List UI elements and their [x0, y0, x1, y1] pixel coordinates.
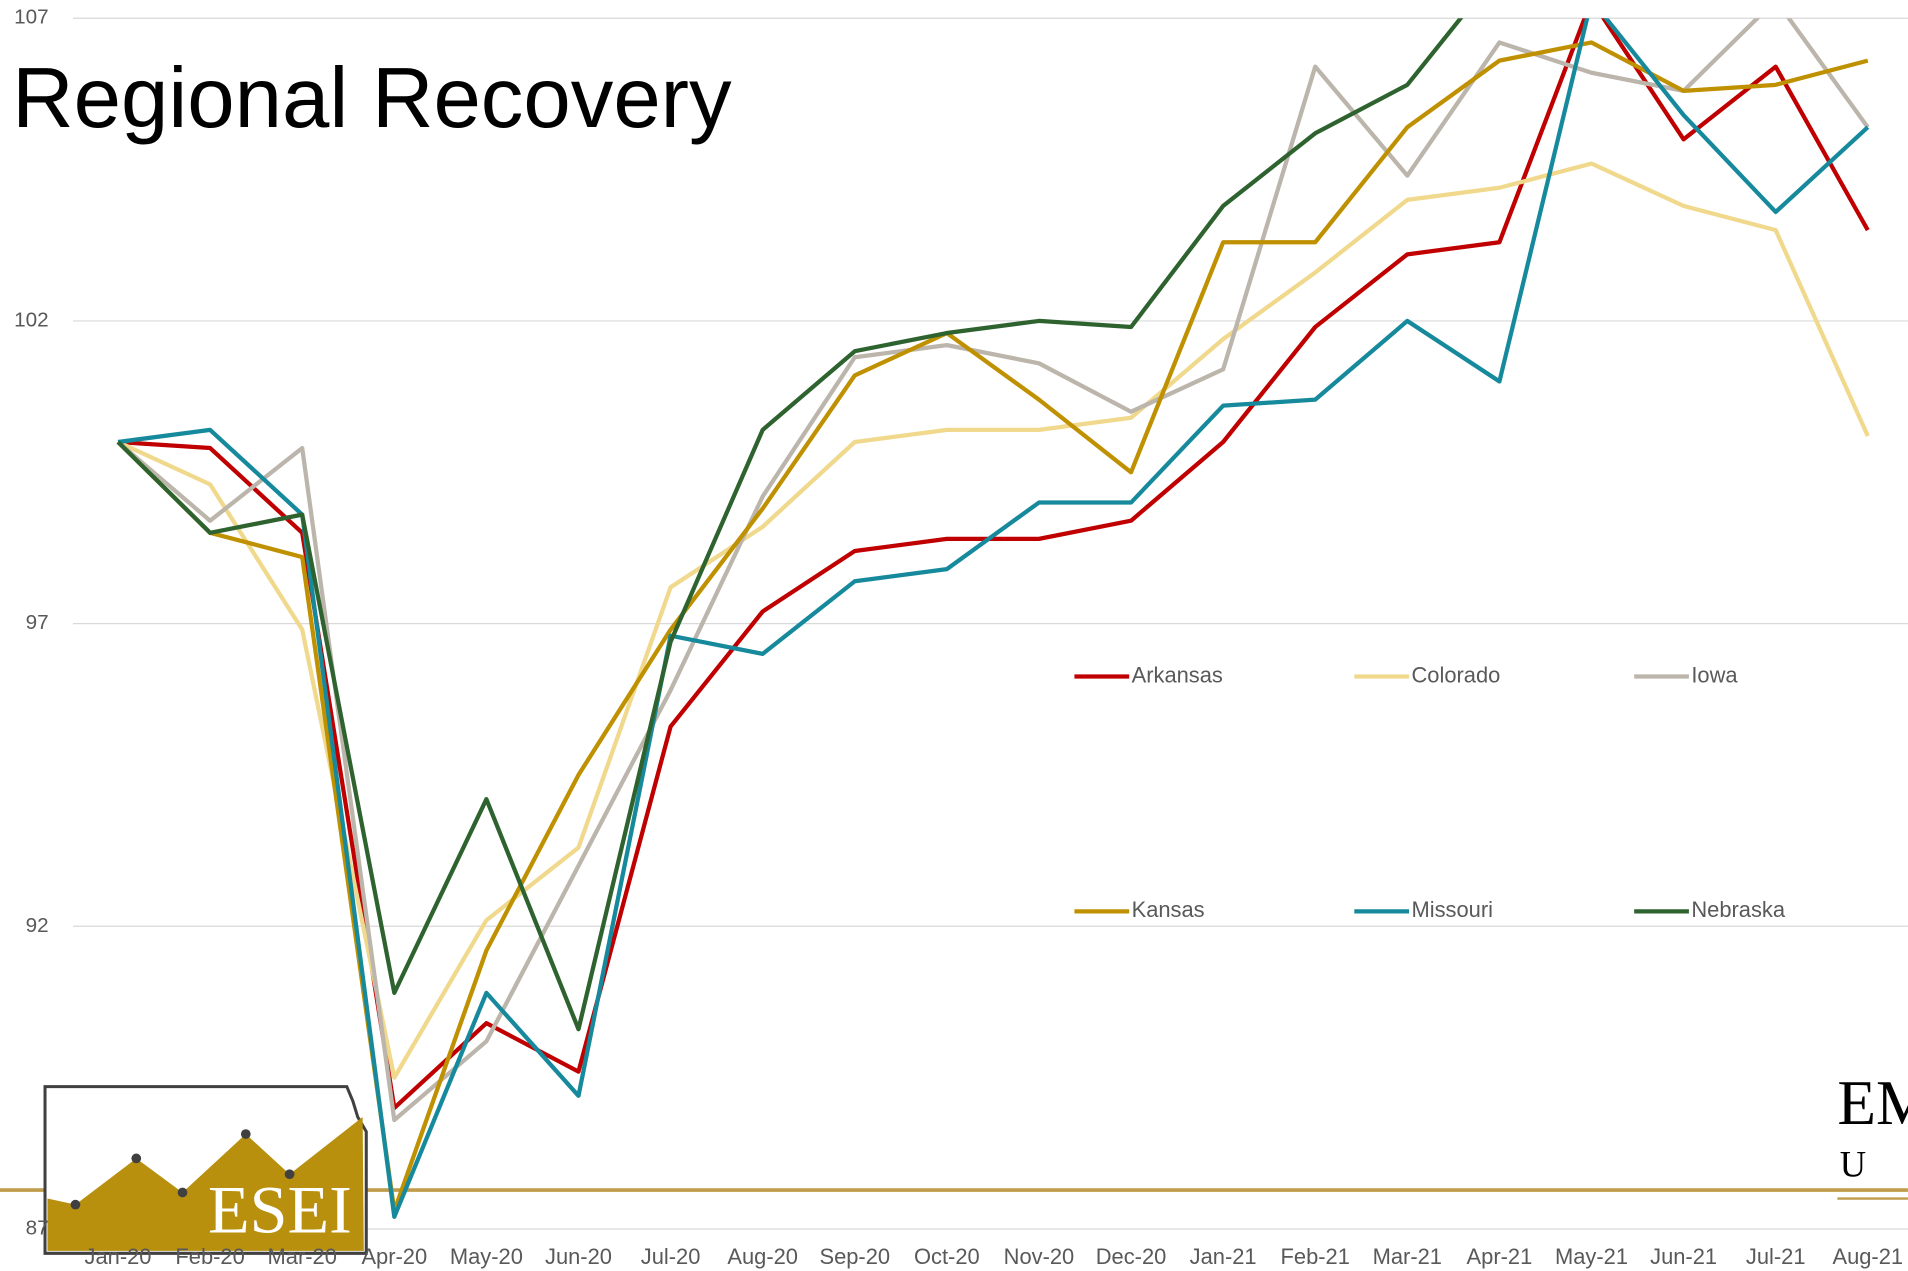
x-tick-label: Mar-20	[268, 1244, 337, 1269]
legend-label: Kansas	[1132, 897, 1205, 922]
x-tick-label: Feb-21	[1281, 1244, 1350, 1269]
y-tick-label: 97	[26, 611, 49, 634]
y-tick-label: 87	[26, 1216, 49, 1239]
legend-label: Missouri	[1411, 897, 1493, 922]
legend-label: Iowa	[1691, 662, 1738, 687]
grid	[73, 17, 1908, 1230]
plot	[116, 18, 1870, 1219]
x-tick-label: Aug-20	[727, 1244, 798, 1269]
logo-mountains	[47, 1117, 364, 1251]
series-line	[116, 40, 1869, 1213]
x-tick-label: Mar-21	[1373, 1244, 1442, 1269]
x-tick-label: Sep-20	[819, 1244, 890, 1269]
x-tick-label: Apr-21	[1467, 1244, 1533, 1269]
chart-title: Regional Recovery	[12, 51, 732, 146]
legend-label: Colorado	[1411, 662, 1500, 687]
logo: ESEI	[43, 1085, 368, 1255]
x-tick-label: Apr-20	[361, 1244, 427, 1269]
x-tick-label: Jul-20	[641, 1244, 701, 1269]
x-tick-label: Jan-20	[85, 1244, 152, 1269]
x-tick-label: Dec-20	[1096, 1244, 1167, 1269]
series-line	[117, 18, 1870, 1111]
y-tick-label: 107	[14, 6, 49, 29]
y-tick-label: 102	[14, 308, 49, 331]
legend-label: Arkansas	[1132, 662, 1223, 687]
series-line	[116, 18, 1464, 1032]
series-line	[117, 18, 1870, 1219]
x-tick-label: Jan-21	[1190, 1244, 1257, 1269]
x-tick-label: May-20	[450, 1244, 523, 1269]
series-line	[117, 161, 1870, 1080]
x-tick-label: Oct-20	[914, 1244, 980, 1269]
legend: Arkansas Colorado Iowa Kansas Missouri Nebras…	[1074, 662, 1786, 922]
x-tick-label: Feb-20	[175, 1244, 244, 1269]
x-tick-label: Jun-21	[1650, 1244, 1717, 1269]
x-tick-label: May-21	[1555, 1244, 1628, 1269]
legend-label: Nebraska	[1691, 897, 1786, 922]
x-tick-label: Jul-21	[1746, 1244, 1806, 1269]
brand-line1: EM	[1837, 1068, 1908, 1138]
x-tick-label: Jun-20	[545, 1244, 612, 1269]
x-tick-label: Nov-20	[1004, 1244, 1075, 1269]
logo-text: ESEI	[208, 1171, 352, 1247]
y-tick-label: 92	[26, 914, 49, 937]
brand-line2: U	[1840, 1144, 1866, 1185]
x-tick-label: Aug-21	[1832, 1244, 1903, 1269]
